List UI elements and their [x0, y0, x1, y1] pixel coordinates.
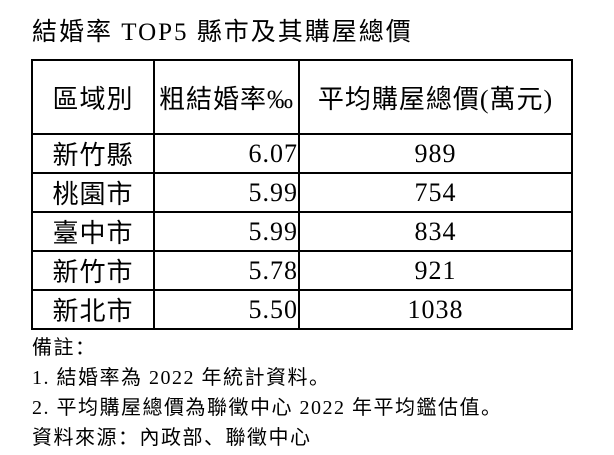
cell-price: 754 [298, 172, 573, 213]
data-source: 資料來源：內政部、聯徵中心 [32, 427, 312, 449]
table-header-row: 區域別 粗結婚率‰ 平均購屋總價(萬元) [31, 59, 573, 135]
cell-price: 834 [298, 211, 573, 252]
cell-rate: 5.99 [153, 211, 300, 252]
table-row: 新竹縣 6.07 989 [31, 133, 573, 174]
cell-rate: 5.50 [153, 289, 300, 330]
page-title: 結婚率 TOP5 縣市及其購屋總價 [32, 19, 413, 46]
table-row: 新竹市 5.78 921 [31, 250, 573, 291]
column-header-price: 平均購屋總價(萬元) [298, 59, 573, 135]
cell-region: 臺中市 [31, 211, 155, 252]
cell-region: 桃園市 [31, 172, 155, 213]
cell-price: 921 [298, 250, 573, 291]
table-row: 臺中市 5.99 834 [31, 211, 573, 252]
note-item-1: 1. 結婚率為 2022 年統計資料。 [32, 367, 331, 389]
cell-rate: 5.78 [153, 250, 300, 291]
column-header-rate: 粗結婚率‰ [153, 59, 300, 135]
cell-price: 989 [298, 133, 573, 174]
top5-marriage-rate-table: 區域別 粗結婚率‰ 平均購屋總價(萬元) 新竹縣 6.07 989 桃園市 5.… [31, 59, 573, 330]
note-item-2: 2. 平均購屋總價為聯徵中心 2022 年平均鑑估值。 [32, 397, 503, 419]
cell-rate: 6.07 [153, 133, 300, 174]
table-row: 桃園市 5.99 754 [31, 172, 573, 213]
cell-region: 新竹縣 [31, 133, 155, 174]
cell-region: 新北市 [31, 289, 155, 330]
notes-label: 備註： [32, 337, 97, 359]
cell-rate: 5.99 [153, 172, 300, 213]
notes-block: 備註： 1. 結婚率為 2022 年統計資料。 2. 平均購屋總價為聯徵中心 2… [32, 333, 503, 453]
cell-price: 1038 [298, 289, 573, 330]
table-row: 新北市 5.50 1038 [31, 289, 573, 330]
column-header-region: 區域別 [31, 59, 155, 135]
cell-region: 新竹市 [31, 250, 155, 291]
